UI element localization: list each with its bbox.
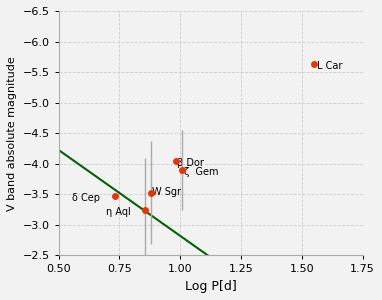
X-axis label: Log P[d]: Log P[d] — [185, 280, 236, 293]
Text: η Aql: η Aql — [106, 207, 131, 217]
Y-axis label: V band absolute magnitude: V band absolute magnitude — [7, 56, 17, 211]
Text: ζ  Gem: ζ Gem — [184, 167, 219, 177]
Text: W Sgr: W Sgr — [152, 188, 181, 197]
Text: δ Cep: δ Cep — [72, 193, 100, 202]
Text: L Car: L Car — [317, 61, 342, 71]
Text: β Dor: β Dor — [177, 158, 204, 168]
